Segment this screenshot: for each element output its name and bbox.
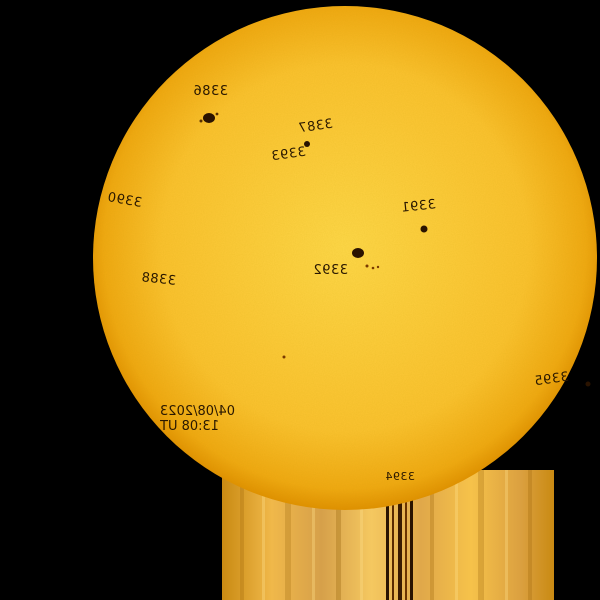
sunspot-3391: [420, 225, 428, 233]
region-label-3386: 3386: [193, 84, 229, 99]
sunspot-small: [282, 355, 286, 359]
sunspot-3395: [585, 381, 591, 387]
sunspot-3392: [352, 248, 380, 270]
sunspots: [199, 112, 591, 387]
sun-disk: [93, 6, 597, 510]
sunspot-3386: [199, 112, 219, 123]
region-label-3392: 3392: [313, 263, 349, 278]
timestamp-date: 04/08/2023: [160, 404, 235, 419]
timestamp: 04/08/2023 13:08 UT: [160, 404, 235, 434]
timestamp-time: 13:08 UT: [160, 419, 220, 434]
sunspot-3387: [304, 141, 310, 147]
region-label-3394: 3394: [385, 470, 415, 483]
